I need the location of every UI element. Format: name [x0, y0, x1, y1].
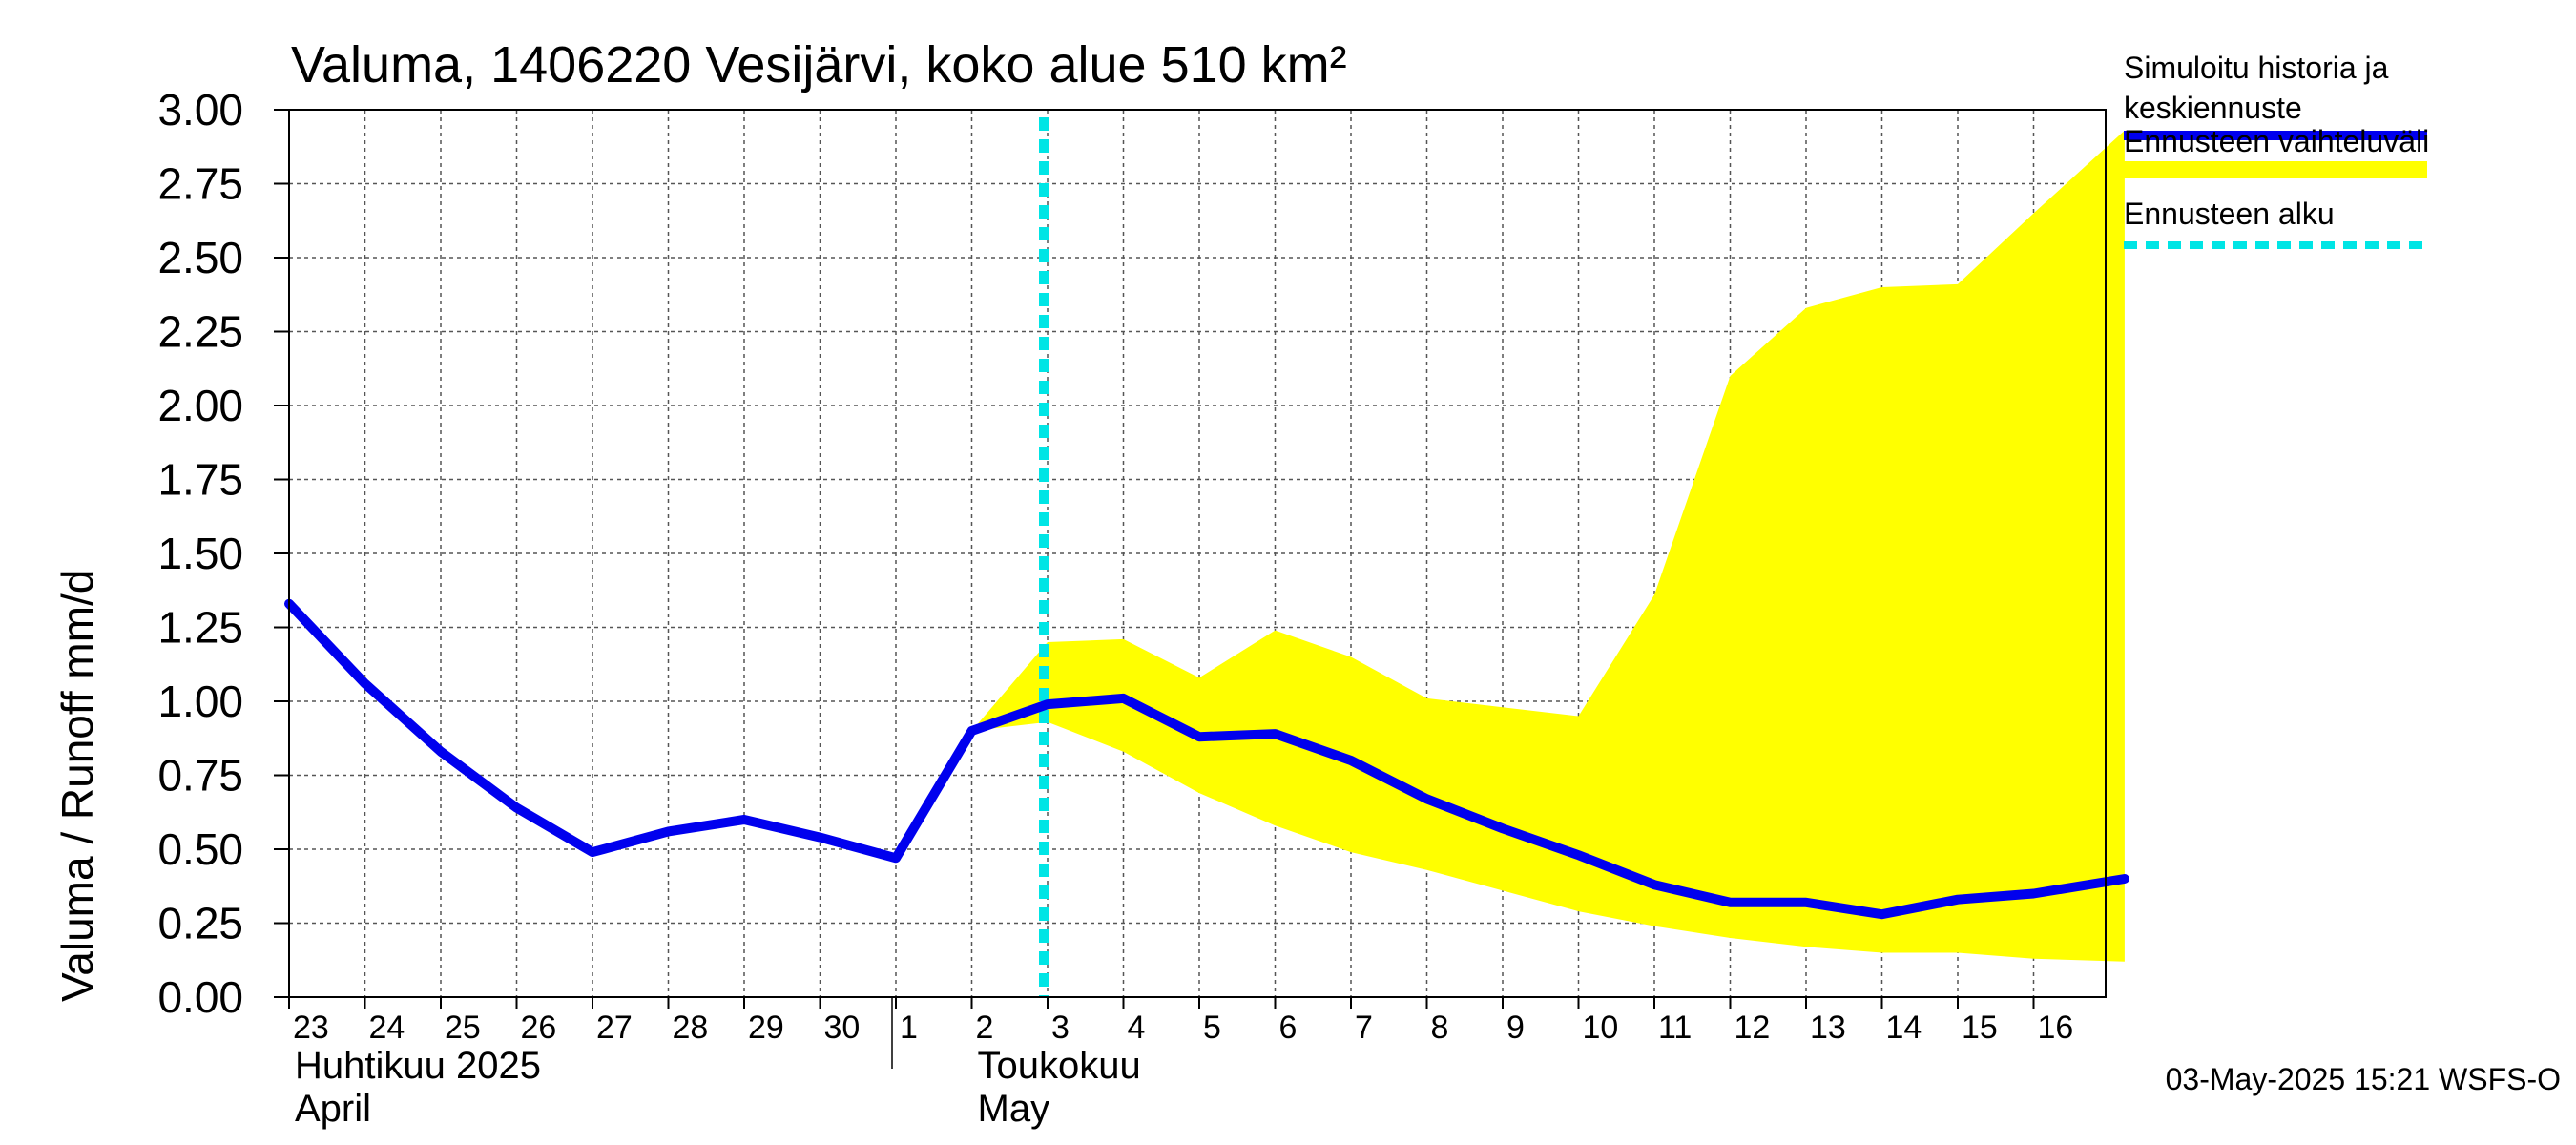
x-tick-label: 30	[824, 1010, 861, 1046]
y-tick-label: 2.75	[157, 159, 243, 209]
x-tick-label: 4	[1128, 1010, 1146, 1046]
x-tick-label: 14	[1886, 1010, 1922, 1046]
month-label-english: May	[978, 1088, 1050, 1130]
legend-label: Ennusteen alku	[2124, 197, 2335, 231]
x-tick-label: 12	[1735, 1010, 1771, 1046]
y-tick-label: 0.75	[157, 751, 243, 801]
y-tick-label: 0.25	[157, 899, 243, 948]
x-tick-label: 6	[1279, 1010, 1298, 1046]
x-tick-label: 5	[1203, 1010, 1221, 1046]
month-label: Huhtikuu 2025	[295, 1045, 541, 1087]
y-tick-label: 0.00	[157, 972, 243, 1022]
x-axis-ticks: 23 24 25 26 27 28 29 30 1 2 3 4 5 6 7 8 9 10 11 12 13 14 15 16	[288, 997, 2074, 1046]
month-label: Toukokuu	[978, 1045, 1141, 1087]
x-tick-label: 28	[673, 1010, 709, 1046]
y-tick-label: 2.25	[157, 307, 243, 357]
series-line	[284, 598, 2129, 920]
y-axis-ticks: 0.00 0.25 0.50 0.75 1.00 1.25 1.50 1.75 2.00 2.25…	[157, 85, 289, 1022]
x-tick-label: 2	[976, 1010, 994, 1046]
x-tick-label: 26	[521, 1010, 557, 1046]
x-tick-label: 3	[1051, 1010, 1070, 1046]
legend-swatch-band	[2124, 161, 2427, 178]
y-axis-label: Valuma / Runoff mm/d	[52, 570, 102, 1002]
legend-label-line2: keskiennuste	[2124, 91, 2302, 125]
x-tick-label: 29	[748, 1010, 784, 1046]
y-tick-label: 1.25	[157, 603, 243, 653]
y-tick-label: 1.50	[157, 529, 243, 578]
chart-title: Valuma, 1406220 Vesijärvi, koko alue 510…	[291, 36, 1347, 94]
y-tick-label: 3.00	[157, 85, 243, 135]
x-tick-label: 25	[445, 1010, 481, 1046]
y-tick-label: 1.00	[157, 677, 243, 726]
legend-label: Simuloitu historia ja	[2124, 51, 2389, 85]
series-layer	[284, 598, 2129, 920]
month-label-english: April	[295, 1088, 371, 1130]
x-tick-label: 13	[1810, 1010, 1846, 1046]
forecast-band-layer	[971, 130, 2125, 962]
x-tick-label: 9	[1506, 1010, 1525, 1046]
x-tick-label: 16	[2038, 1010, 2074, 1046]
x-tick-label: 24	[369, 1010, 405, 1046]
x-tick-label: 8	[1431, 1010, 1449, 1046]
x-tick-label: 23	[293, 1010, 329, 1046]
forecast-band	[971, 130, 2125, 962]
y-tick-label: 0.50	[157, 824, 243, 874]
y-tick-label: 1.75	[157, 455, 243, 505]
timestamp-footer: 03-May-2025 15:21 WSFS-O	[2166, 1062, 2561, 1096]
legend-label: Ennusteen vaihteluväli	[2124, 124, 2429, 158]
x-tick-label: 11	[1658, 1010, 1692, 1046]
x-tick-label: 7	[1355, 1010, 1373, 1046]
x-tick-label: 27	[596, 1010, 633, 1046]
x-tick-label: 10	[1583, 1010, 1619, 1046]
y-tick-label: 2.50	[157, 233, 243, 282]
x-tick-label: 15	[1962, 1010, 1998, 1046]
x-tick-label: 1	[900, 1010, 918, 1046]
legend: Simuloitu historia jakeskiennusteEnnuste…	[2124, 51, 2429, 249]
y-tick-label: 2.00	[157, 381, 243, 430]
